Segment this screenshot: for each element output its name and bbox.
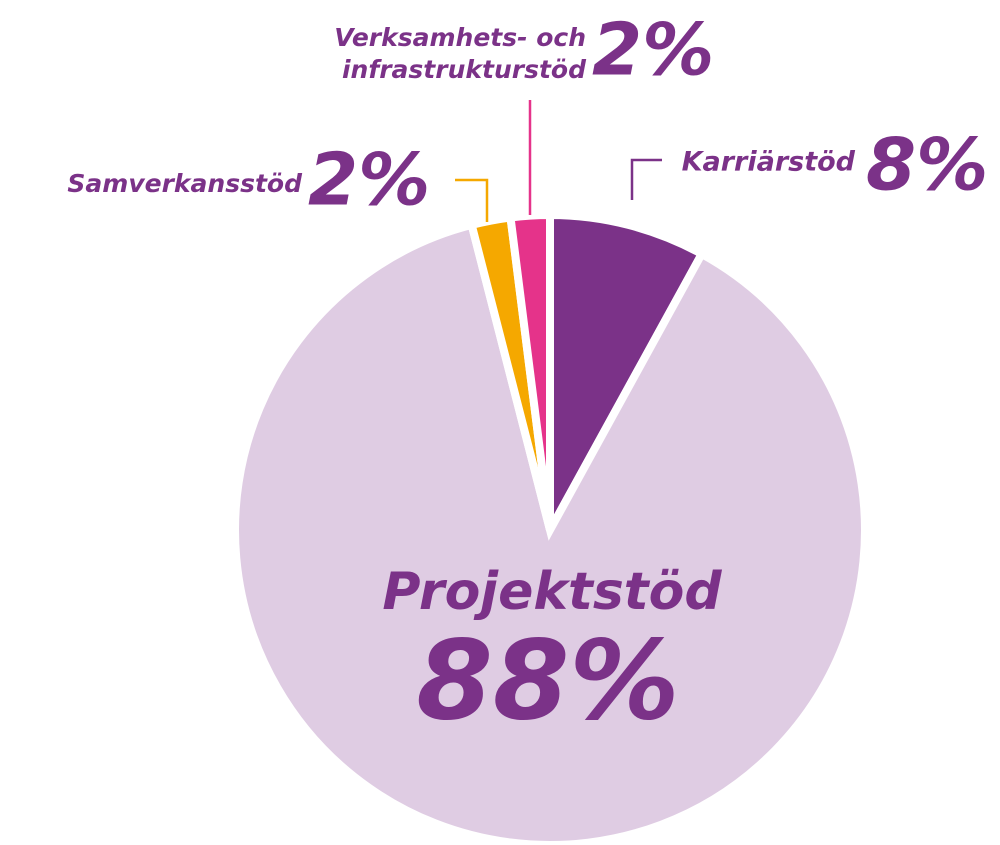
pie-slice xyxy=(506,210,554,531)
slice-label: Samverkansstöd xyxy=(67,169,303,198)
slice-label: Projektstöd xyxy=(382,562,722,622)
leader-line xyxy=(455,178,489,222)
pie-slice xyxy=(546,210,708,532)
slice-value-label: 88% xyxy=(416,616,679,744)
pie-slice xyxy=(231,220,869,845)
slice-label: Karriärstöd xyxy=(682,147,856,178)
slice-value-label: 8% xyxy=(866,123,988,207)
leader-line xyxy=(630,158,662,200)
slice-value-label: 2% xyxy=(592,8,714,92)
slice-value-label: 2% xyxy=(308,138,430,222)
slice-label: Verksamhets- och infrastrukturstöd xyxy=(334,23,586,84)
